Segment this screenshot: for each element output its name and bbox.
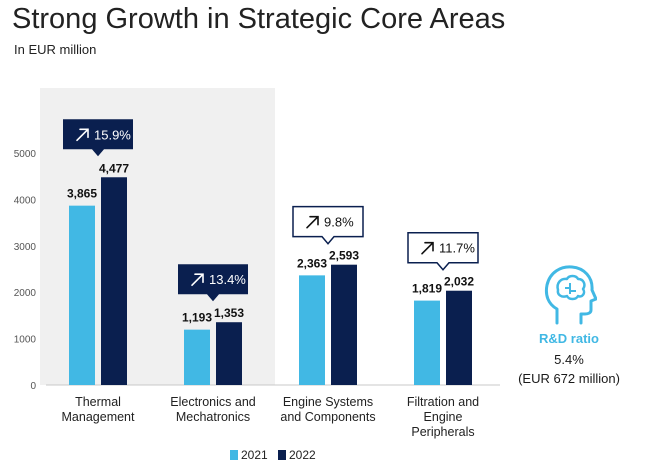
y-tick-label: 3000: [14, 242, 37, 253]
y-tick-label: 1000: [14, 335, 37, 346]
data-label: 1,353: [214, 306, 244, 320]
data-label: 3,865: [67, 187, 97, 201]
legend-swatch: [278, 450, 286, 460]
bar-2021: [69, 205, 95, 385]
bar-2022: [331, 264, 357, 385]
growth-label: 11.7%: [439, 241, 475, 256]
category-label: Filtration and: [407, 395, 479, 409]
data-label: 2,363: [297, 256, 327, 270]
data-label: 1,819: [412, 282, 442, 296]
bar-2021: [299, 275, 325, 385]
category-label: Engine: [424, 410, 463, 424]
category-label: Peripherals: [411, 425, 474, 439]
data-label: 4,477: [99, 161, 129, 175]
bar-2022: [101, 177, 127, 385]
arrow-up-right-icon: [306, 215, 319, 229]
category-label: Electronics and: [170, 395, 256, 409]
y-tick-label: 0: [30, 381, 36, 392]
data-label: 2,593: [329, 249, 359, 263]
growth-label: 15.9%: [94, 127, 131, 142]
y-tick-label: 2000: [14, 288, 37, 299]
category-label: and Components: [280, 410, 375, 424]
rd-ratio-value: 5.4%: [554, 352, 584, 367]
bar-2021: [184, 329, 210, 385]
rd-ratio-label: R&D ratio: [539, 331, 599, 346]
category-label: Mechatronics: [176, 410, 250, 424]
legend-label: 2021: [241, 448, 268, 462]
bar-2022: [446, 290, 472, 385]
page-subtitle: In EUR million: [14, 42, 97, 57]
arrow-up-right-icon: [76, 128, 89, 142]
legend-label: 2022: [289, 448, 316, 462]
rd-ratio-panel: R&D ratio 5.4% (EUR 672 million): [508, 263, 630, 386]
arrow-up-right-icon: [191, 273, 204, 287]
y-tick-label: 4000: [14, 195, 37, 206]
category-label: Engine Systems: [283, 395, 373, 409]
bar-2021: [414, 300, 440, 385]
data-label: 2,032: [444, 275, 474, 289]
growth-label: 9.8%: [324, 215, 354, 230]
rd-ratio-amount: (EUR 672 million): [518, 371, 620, 386]
bar-2022: [216, 322, 242, 385]
growth-label: 13.4%: [209, 272, 246, 287]
legend-swatch: [230, 450, 238, 460]
category-label: Thermal: [75, 395, 121, 409]
category-label: Management: [62, 410, 135, 424]
data-label: 1,193: [182, 311, 212, 325]
page-title: Strong Growth in Strategic Core Areas: [12, 3, 506, 35]
arrow-up-right-icon: [421, 241, 434, 255]
y-tick-label: 5000: [14, 149, 37, 160]
head-brain-icon: [544, 265, 597, 325]
